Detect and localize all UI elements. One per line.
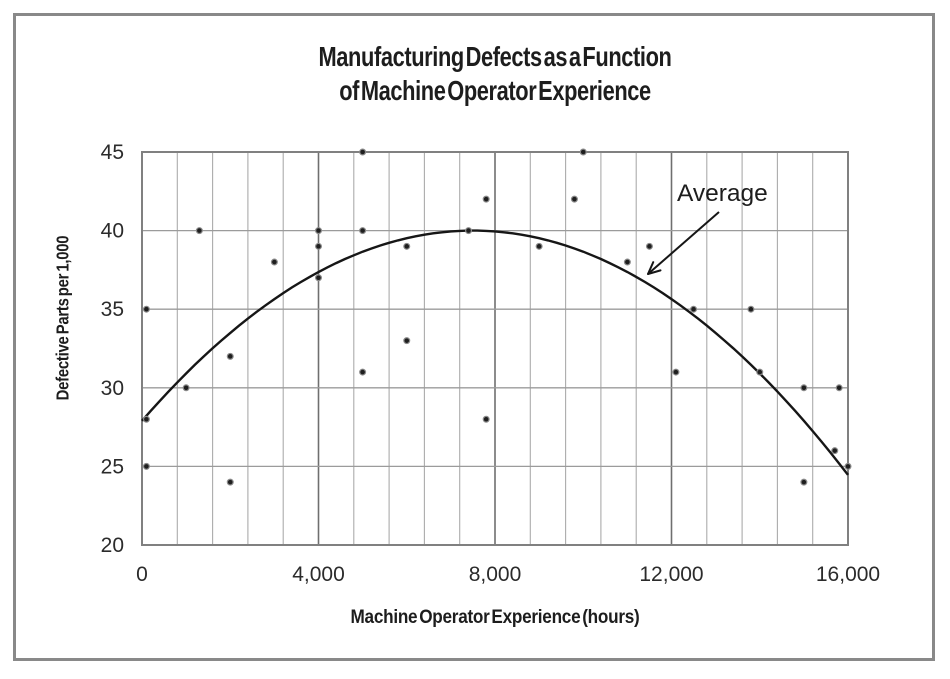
data-point — [645, 242, 653, 250]
plot-border — [141, 151, 849, 546]
data-point — [142, 305, 150, 313]
chart-title-line-2: of Machine Operator Experience — [339, 75, 651, 106]
data-point — [182, 384, 190, 392]
arrowhead-stroke — [647, 261, 655, 275]
data-point — [270, 258, 278, 266]
data-point — [756, 368, 764, 376]
data-point — [800, 478, 808, 486]
y-tick-label: 40 — [101, 220, 124, 243]
data-point — [844, 462, 852, 470]
data-point — [800, 384, 808, 392]
data-point — [142, 415, 150, 423]
data-point — [482, 415, 490, 423]
x-tick-label: 0 — [136, 563, 148, 586]
average-annotation-label: Average — [677, 180, 768, 207]
y-axis-title: Defective Parts per 1,000 — [52, 235, 73, 401]
data-point — [226, 478, 234, 486]
data-point — [831, 447, 839, 455]
figure-border — [13, 13, 935, 661]
y-tick-label: 45 — [101, 141, 124, 164]
data-point — [747, 305, 755, 313]
y-tick-label: 35 — [101, 298, 124, 321]
data-point — [226, 352, 234, 360]
y-tick-label: 25 — [101, 455, 124, 478]
x-tick-label: 16,000 — [816, 563, 880, 586]
y-tick-label: 30 — [101, 377, 124, 400]
data-point — [535, 242, 543, 250]
data-point — [315, 227, 323, 235]
data-point — [835, 384, 843, 392]
data-point — [465, 227, 473, 235]
data-point — [359, 148, 367, 156]
data-point — [142, 462, 150, 470]
average-trend-curve — [141, 229, 849, 476]
data-point — [359, 368, 367, 376]
data-point — [623, 258, 631, 266]
data-point — [579, 148, 587, 156]
data-point — [672, 368, 680, 376]
x-tick-label: 4,000 — [292, 563, 345, 586]
average-annotation-arrow — [647, 211, 720, 275]
arrowhead-stroke — [647, 269, 662, 275]
chart-title: Manufacturing Defects as a Function of M… — [220, 40, 771, 108]
data-point — [195, 227, 203, 235]
x-tick-label: 12,000 — [639, 563, 703, 586]
data-point — [690, 305, 698, 313]
chart-title-line-1: Manufacturing Defects as a Function — [318, 41, 672, 72]
data-point — [315, 242, 323, 250]
y-tick-label: 20 — [101, 534, 124, 557]
data-point — [359, 227, 367, 235]
data-point — [403, 337, 411, 345]
data-point — [570, 195, 578, 203]
x-tick-label: 8,000 — [469, 563, 522, 586]
data-point — [315, 274, 323, 282]
x-axis-title: Machine Operator Experience (hours) — [350, 606, 640, 628]
data-point — [482, 195, 490, 203]
data-point — [403, 242, 411, 250]
